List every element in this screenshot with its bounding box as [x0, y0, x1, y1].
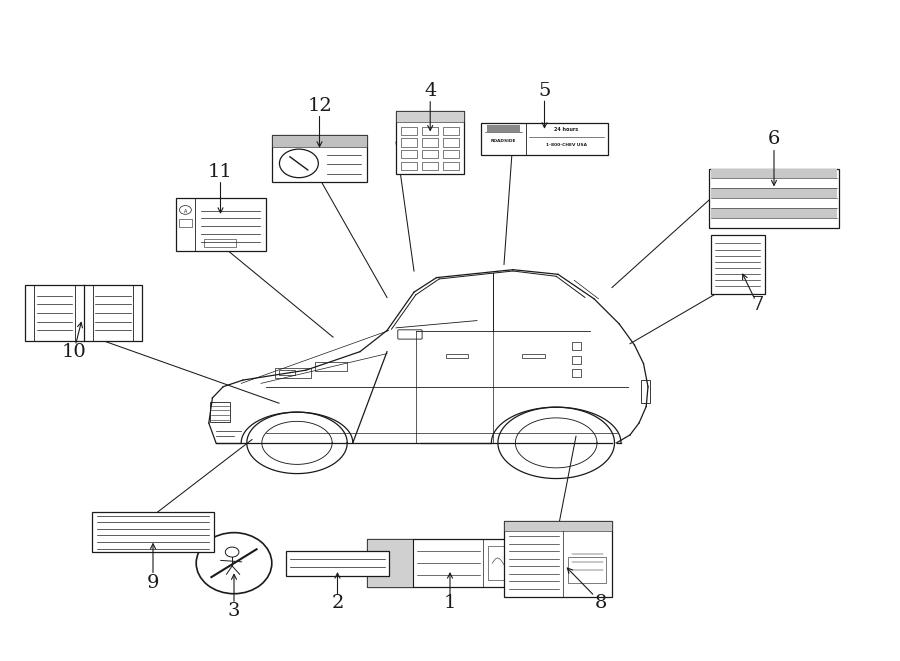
Bar: [92, 512, 214, 552]
Text: 1: 1: [444, 594, 456, 612]
Bar: [572, 369, 580, 377]
Bar: [179, 219, 192, 227]
Bar: [711, 188, 837, 198]
Bar: [401, 162, 418, 170]
Bar: [176, 198, 266, 251]
Bar: [25, 285, 142, 341]
Bar: [422, 162, 438, 170]
Bar: [367, 539, 413, 587]
Bar: [396, 110, 464, 173]
Bar: [443, 162, 459, 170]
Bar: [286, 551, 389, 576]
Bar: [568, 557, 606, 583]
Bar: [422, 126, 438, 135]
Bar: [522, 354, 544, 358]
Bar: [711, 235, 765, 294]
Bar: [210, 402, 230, 422]
Bar: [443, 138, 459, 147]
Text: 9: 9: [147, 574, 159, 592]
Bar: [272, 135, 367, 147]
Bar: [396, 110, 464, 122]
Bar: [401, 150, 418, 159]
Bar: [709, 169, 839, 228]
Bar: [274, 368, 310, 378]
Text: 5: 5: [538, 82, 551, 100]
Text: 10: 10: [61, 342, 86, 361]
Text: 11: 11: [208, 163, 233, 181]
Bar: [204, 239, 236, 247]
Bar: [443, 126, 459, 135]
Bar: [367, 539, 533, 587]
Text: A: A: [184, 209, 187, 214]
Text: 7: 7: [752, 296, 764, 315]
Bar: [487, 125, 520, 132]
Bar: [482, 123, 608, 155]
Bar: [488, 546, 529, 580]
Bar: [272, 135, 367, 182]
Bar: [401, 138, 418, 147]
Bar: [711, 169, 837, 178]
Bar: [572, 342, 580, 350]
Bar: [422, 138, 438, 147]
Bar: [315, 362, 346, 371]
Text: 3: 3: [228, 602, 240, 621]
Bar: [641, 380, 650, 403]
Bar: [504, 521, 612, 596]
Bar: [443, 150, 459, 159]
Text: 2: 2: [331, 594, 344, 612]
Bar: [504, 521, 612, 531]
Bar: [711, 208, 837, 218]
Text: 6: 6: [768, 130, 780, 148]
Text: 8: 8: [595, 594, 608, 612]
Text: ROADSIDE: ROADSIDE: [491, 139, 517, 143]
Text: 24 hours: 24 hours: [554, 128, 579, 132]
Bar: [422, 150, 438, 159]
Bar: [572, 356, 580, 364]
Bar: [279, 370, 295, 375]
Text: 4: 4: [424, 82, 436, 100]
Bar: [401, 126, 418, 135]
Text: 12: 12: [307, 97, 332, 115]
Bar: [446, 354, 468, 358]
Ellipse shape: [196, 533, 272, 594]
Text: 1-800-CHEV USA: 1-800-CHEV USA: [546, 143, 587, 147]
